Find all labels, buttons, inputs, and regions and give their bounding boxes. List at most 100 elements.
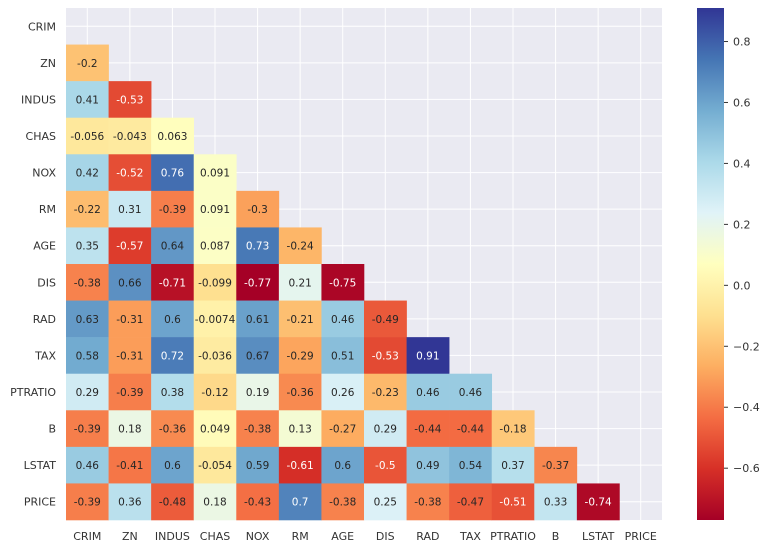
cell-label-ptratio-crim: 0.29 <box>76 387 99 399</box>
colorbar-tick-label: −0.2 <box>733 340 760 353</box>
cell-label-b-indus: -0.36 <box>159 424 186 436</box>
cell-label-tax-crim: 0.58 <box>76 350 99 362</box>
heatmap-cell-lstat-ptratio <box>491 446 535 484</box>
heatmap-cell-price-zn <box>108 483 152 521</box>
cell-label-price-indus: -0.48 <box>159 497 186 509</box>
heatmap-cell-lstat-crim <box>66 446 109 484</box>
heatmap-cell-chas-zn <box>108 117 152 155</box>
x-tick-label-chas: CHAS <box>200 530 230 543</box>
heatmap-cell-ptratio-dis <box>364 373 407 411</box>
cell-label-lstat-indus: 0.6 <box>164 460 181 472</box>
cell-label-dis-nox: -0.77 <box>244 277 271 289</box>
heatmap-cell-rad-nox <box>236 300 280 338</box>
cell-label-b-ptratio: -0.18 <box>499 424 526 436</box>
cell-label-dis-indus: -0.71 <box>159 277 186 289</box>
cell-label-b-chas: 0.049 <box>200 424 230 436</box>
heatmap-cell-rad-age <box>321 300 365 338</box>
heatmap-cell-dis-age <box>321 264 365 301</box>
y-tick-label-chas: CHAS <box>26 130 56 143</box>
heatmap-cell-ptratio-nox <box>236 373 280 411</box>
heatmap-cell-rm-zn <box>108 190 152 228</box>
x-tick-label-ptratio: PTRATIO <box>490 530 536 543</box>
cell-label-nox-zn: -0.52 <box>116 168 143 180</box>
heatmap-cell-b-indus <box>151 410 195 448</box>
cell-label-ptratio-rm: -0.36 <box>287 387 314 399</box>
heatmap-cell-age-crim <box>66 227 109 265</box>
cell-label-rad-dis: -0.49 <box>372 314 399 326</box>
heatmap-cell-b-rad <box>406 410 450 448</box>
cell-label-b-crim: -0.39 <box>74 424 101 436</box>
cell-label-nox-indus: 0.76 <box>161 168 185 180</box>
x-tick-label-nox: NOX <box>246 530 270 543</box>
heatmap-cell-nox-crim <box>66 154 109 192</box>
cell-label-b-tax: -0.44 <box>457 424 484 436</box>
cell-label-age-nox: 0.73 <box>246 241 269 253</box>
cell-label-tax-nox: 0.67 <box>246 350 269 362</box>
cell-label-chas-indus: 0.063 <box>157 131 187 143</box>
heatmap-cell-b-rm <box>278 410 322 448</box>
cell-label-ptratio-zn: -0.39 <box>116 387 143 399</box>
y-tick-label-tax: TAX <box>34 349 56 362</box>
cell-label-tax-zn: -0.31 <box>116 350 143 362</box>
x-tick-label-price: PRICE <box>625 530 657 543</box>
y-tick-label-nox: NOX <box>32 167 56 180</box>
heatmap-cell-tax-dis <box>364 337 407 375</box>
cell-label-price-lstat: -0.74 <box>585 497 612 509</box>
cell-label-ptratio-dis: -0.23 <box>372 387 399 399</box>
heatmap-cell-nox-zn <box>108 154 152 192</box>
cell-label-age-crim: 0.35 <box>76 241 99 253</box>
cell-label-dis-rm: 0.21 <box>288 277 311 289</box>
cell-label-price-rm: 0.7 <box>292 497 309 509</box>
heatmap-cell-lstat-dis <box>364 446 407 484</box>
heatmap-cell-chas-indus <box>151 117 195 155</box>
cell-label-lstat-dis: -0.5 <box>375 460 396 472</box>
cell-label-dis-zn: 0.66 <box>118 277 142 289</box>
colorbar-tick-label: 0.0 <box>733 279 751 292</box>
heatmap-cell-price-nox <box>236 483 280 521</box>
cell-label-lstat-b: -0.37 <box>542 460 569 472</box>
heatmap-cell-price-ptratio <box>491 483 535 521</box>
heatmap-cell-lstat-rad <box>406 446 450 484</box>
cell-label-b-zn: 0.18 <box>118 424 141 436</box>
x-tick-label-dis: DIS <box>376 530 395 543</box>
y-tick-label-b: B <box>48 423 56 436</box>
x-tick-label-crim: CRIM <box>73 530 101 543</box>
x-tick-label-tax: TAX <box>459 530 481 543</box>
heatmap-cell-nox-indus <box>151 154 195 192</box>
heatmap-cell-ptratio-chas <box>193 373 237 411</box>
y-tick-label-dis: DIS <box>37 276 56 289</box>
cell-label-lstat-zn: -0.41 <box>116 460 143 472</box>
cell-label-age-chas: 0.087 <box>200 241 230 253</box>
heatmap-cell-tax-crim <box>66 337 109 375</box>
y-tick-label-indus: INDUS <box>21 93 56 106</box>
heatmap-cell-tax-indus <box>151 337 195 375</box>
x-tick-labels: CRIM ZN INDUS CHAS NOX RM AGE DIS RAD TAX PTRATIO B… <box>73 530 657 543</box>
heatmap-cell-lstat-age <box>321 446 365 484</box>
cell-label-lstat-chas: -0.054 <box>198 460 232 472</box>
heatmap-cell-chas-crim <box>66 117 109 155</box>
heatmap-cell-dis-nox <box>236 264 280 301</box>
heatmap-cell-dis-indus <box>151 264 195 301</box>
heatmap-cell-nox-chas <box>193 154 237 192</box>
heatmap-cell-b-ptratio <box>491 410 535 448</box>
heatmap-cell-b-chas <box>193 410 237 448</box>
cell-label-chas-crim: -0.056 <box>70 131 104 143</box>
cell-label-rm-crim: -0.22 <box>74 204 101 216</box>
colorbar-ticks: −0.6 −0.4 −0.2 0.0 0.2 0.4 0.6 0.8 <box>724 36 760 475</box>
heatmap-cell-tax-age <box>321 337 365 375</box>
heatmap-cell-rad-rm <box>278 300 322 338</box>
cell-label-rm-zn: 0.31 <box>118 204 141 216</box>
heatmap-cell-rm-chas <box>193 190 237 228</box>
heatmap-cell-rad-zn <box>108 300 152 338</box>
heatmap-cell-lstat-zn <box>108 446 152 484</box>
x-tick-label-lstat: LSTAT <box>582 530 615 543</box>
cell-label-rad-nox: 0.61 <box>246 314 269 326</box>
cell-label-tax-chas: -0.036 <box>198 350 232 362</box>
colorbar-tick-label: 0.6 <box>733 96 751 109</box>
heatmap-cell-ptratio-rm <box>278 373 322 411</box>
x-tick-label-age: AGE <box>331 530 354 543</box>
cell-label-lstat-crim: 0.46 <box>76 460 100 472</box>
heatmap-cell-price-rm <box>278 483 322 521</box>
cell-label-tax-rm: -0.29 <box>287 350 314 362</box>
